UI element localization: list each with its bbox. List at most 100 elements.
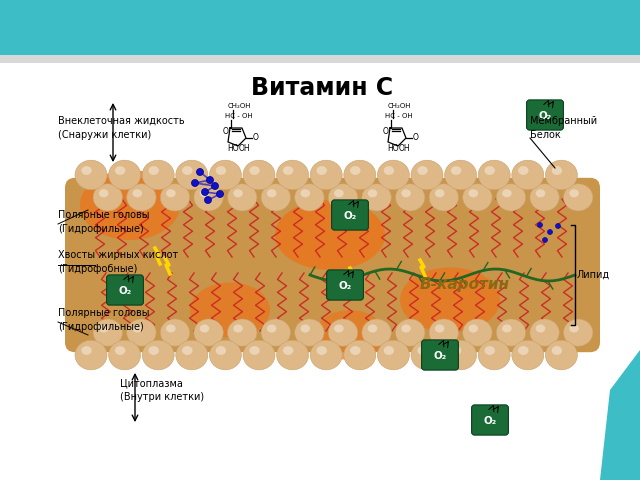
Ellipse shape xyxy=(478,160,510,190)
FancyBboxPatch shape xyxy=(527,100,563,130)
Ellipse shape xyxy=(463,319,492,346)
Text: В-каротин: В-каротин xyxy=(420,277,510,292)
Ellipse shape xyxy=(75,340,107,370)
Ellipse shape xyxy=(530,319,559,346)
Ellipse shape xyxy=(250,346,260,355)
Text: O₂: O₂ xyxy=(344,211,356,221)
Text: HC - OH: HC - OH xyxy=(225,113,253,119)
Ellipse shape xyxy=(378,340,410,370)
Text: O: O xyxy=(253,133,259,143)
Ellipse shape xyxy=(563,319,593,346)
Ellipse shape xyxy=(276,340,308,370)
Ellipse shape xyxy=(148,346,159,355)
Ellipse shape xyxy=(362,184,391,211)
Ellipse shape xyxy=(194,184,223,211)
Text: Полярные головы
(Гидрофильные): Полярные головы (Гидрофильные) xyxy=(58,309,150,332)
Ellipse shape xyxy=(211,182,218,190)
Ellipse shape xyxy=(429,184,458,211)
Ellipse shape xyxy=(384,346,394,355)
Bar xyxy=(0,55,640,63)
Ellipse shape xyxy=(401,324,411,333)
Text: HO: HO xyxy=(227,144,239,153)
Ellipse shape xyxy=(350,346,360,355)
Ellipse shape xyxy=(283,346,293,355)
Ellipse shape xyxy=(267,189,276,197)
Ellipse shape xyxy=(536,189,545,197)
FancyBboxPatch shape xyxy=(332,200,369,230)
FancyBboxPatch shape xyxy=(472,405,508,435)
Ellipse shape xyxy=(445,160,477,190)
Ellipse shape xyxy=(99,324,108,333)
Ellipse shape xyxy=(429,319,458,346)
Ellipse shape xyxy=(142,160,174,190)
Ellipse shape xyxy=(463,184,492,211)
Text: O₂: O₂ xyxy=(433,351,447,361)
Ellipse shape xyxy=(538,223,543,228)
Ellipse shape xyxy=(468,324,478,333)
Text: OH: OH xyxy=(238,144,250,153)
Ellipse shape xyxy=(127,184,156,211)
Ellipse shape xyxy=(518,346,529,355)
Ellipse shape xyxy=(518,166,529,175)
Text: O₂: O₂ xyxy=(483,416,497,426)
Ellipse shape xyxy=(209,340,241,370)
Ellipse shape xyxy=(93,319,122,346)
Text: O₂: O₂ xyxy=(118,286,132,296)
Ellipse shape xyxy=(109,340,141,370)
Ellipse shape xyxy=(344,340,376,370)
Ellipse shape xyxy=(350,166,360,175)
Ellipse shape xyxy=(368,189,377,197)
Ellipse shape xyxy=(451,346,461,355)
Ellipse shape xyxy=(552,346,562,355)
Ellipse shape xyxy=(132,189,142,197)
Ellipse shape xyxy=(160,319,189,346)
Ellipse shape xyxy=(496,184,525,211)
Text: Витамин С: Витамин С xyxy=(251,76,393,100)
Ellipse shape xyxy=(200,189,209,197)
Ellipse shape xyxy=(294,319,324,346)
Ellipse shape xyxy=(196,168,204,176)
Ellipse shape xyxy=(81,166,92,175)
Ellipse shape xyxy=(93,184,122,211)
Ellipse shape xyxy=(445,340,477,370)
Ellipse shape xyxy=(99,189,108,197)
Ellipse shape xyxy=(207,177,214,183)
Ellipse shape xyxy=(530,184,559,211)
Ellipse shape xyxy=(250,166,260,175)
Ellipse shape xyxy=(243,160,275,190)
Ellipse shape xyxy=(261,319,291,346)
Text: O: O xyxy=(383,127,389,136)
Text: O₂: O₂ xyxy=(538,111,552,121)
Ellipse shape xyxy=(216,166,226,175)
Ellipse shape xyxy=(301,189,310,197)
Text: Хвосты жирных кислот
(Гидрофобные): Хвосты жирных кислот (Гидрофобные) xyxy=(58,251,179,274)
Ellipse shape xyxy=(301,324,310,333)
Ellipse shape xyxy=(216,346,226,355)
Ellipse shape xyxy=(310,160,342,190)
Text: Липид: Липид xyxy=(577,270,610,280)
Ellipse shape xyxy=(484,346,495,355)
Ellipse shape xyxy=(512,160,544,190)
Ellipse shape xyxy=(310,340,342,370)
Ellipse shape xyxy=(368,324,377,333)
FancyBboxPatch shape xyxy=(65,178,600,352)
Ellipse shape xyxy=(512,340,544,370)
Ellipse shape xyxy=(261,184,291,211)
Ellipse shape xyxy=(182,166,193,175)
Ellipse shape xyxy=(243,340,275,370)
Ellipse shape xyxy=(109,160,141,190)
Ellipse shape xyxy=(496,319,525,346)
Ellipse shape xyxy=(216,191,223,197)
Text: O: O xyxy=(413,133,419,143)
Ellipse shape xyxy=(115,346,125,355)
Ellipse shape xyxy=(81,346,92,355)
FancyBboxPatch shape xyxy=(107,275,143,305)
Ellipse shape xyxy=(160,184,189,211)
Ellipse shape xyxy=(344,160,376,190)
Ellipse shape xyxy=(234,324,243,333)
Ellipse shape xyxy=(552,166,562,175)
Ellipse shape xyxy=(378,160,410,190)
FancyBboxPatch shape xyxy=(422,340,458,370)
Ellipse shape xyxy=(148,166,159,175)
Ellipse shape xyxy=(205,196,211,204)
